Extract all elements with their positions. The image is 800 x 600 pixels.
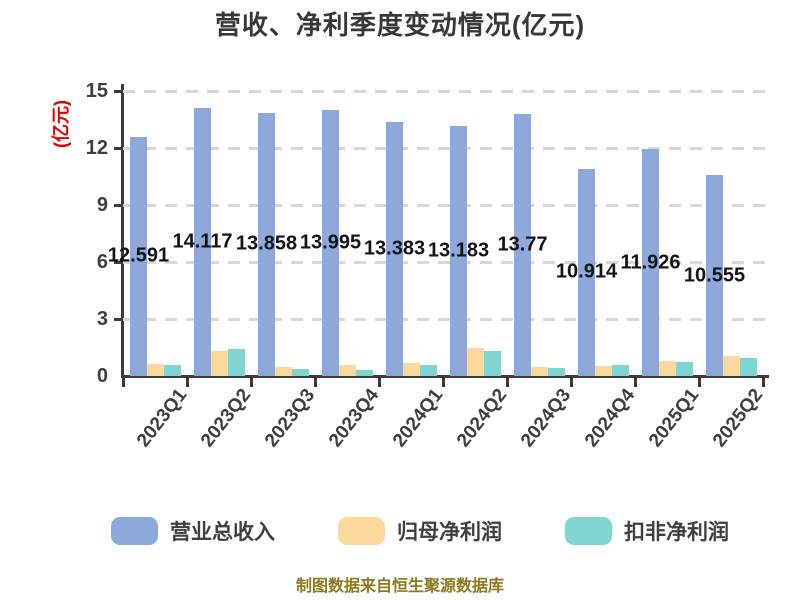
revenue-bar-2024Q4 xyxy=(578,168,595,376)
deducted-net-profit-bar-2025Q2 xyxy=(740,357,757,376)
data-source-note: 制图数据来自恒生聚源数据库 xyxy=(295,578,504,595)
x-axis-tick-mark xyxy=(378,377,381,387)
legend-label-revenue: 营业总收入 xyxy=(170,521,275,544)
gridline xyxy=(123,203,771,207)
y-axis-tick-mark xyxy=(114,317,123,321)
y-axis-tick-mark xyxy=(114,260,123,264)
x-axis-tick-mark xyxy=(314,377,317,387)
revenue-bar-2025Q2 xyxy=(706,175,723,376)
x-axis-tick-mark xyxy=(442,377,445,387)
x-axis-label: 2023Q2 xyxy=(197,385,256,452)
y-axis-tick-label: 9 xyxy=(96,194,108,216)
x-axis-label: 2024Q2 xyxy=(453,385,512,452)
bar-value-label: 13.77 xyxy=(497,233,548,256)
y-axis-tick-mark xyxy=(114,203,123,207)
revenue-bar-2024Q1 xyxy=(386,121,403,376)
x-axis-label: 2024Q1 xyxy=(389,385,448,452)
y-axis-tick-mark xyxy=(114,146,123,150)
x-axis-label: 2025Q1 xyxy=(645,385,704,452)
deducted-net-profit-bar-2024Q1 xyxy=(420,364,437,376)
gridline xyxy=(123,89,771,93)
net-profit-bar-2024Q3 xyxy=(531,366,548,376)
deducted-net-profit-bar-2024Q3 xyxy=(548,368,565,376)
deducted-net-profit-bar-2024Q4 xyxy=(612,364,629,376)
bar-value-label: 14.117 xyxy=(172,230,233,253)
legend-item-revenue: 营业总收入 xyxy=(111,516,275,546)
x-axis-label: 2023Q1 xyxy=(133,385,192,452)
x-axis-tick-mark xyxy=(762,377,765,387)
bar-value-label: 13.183 xyxy=(427,239,490,262)
deducted-net-profit-bar-2023Q2 xyxy=(228,349,245,376)
deducted-net-profit-bar-2023Q1 xyxy=(164,364,181,376)
y-axis-tick-label: 15 xyxy=(85,80,108,102)
x-axis-label: 2024Q3 xyxy=(517,385,576,452)
x-axis-label: 2025Q2 xyxy=(709,385,768,452)
legend-label-deducted-net-profit: 扣非净利润 xyxy=(624,521,729,544)
y-axis-line xyxy=(121,84,124,378)
bar-value-label: 10.914 xyxy=(555,260,618,283)
revenue-swatch-icon xyxy=(111,517,158,545)
deducted-net-profit-swatch-icon xyxy=(565,517,612,545)
legend-label-net-profit: 归母净利润 xyxy=(397,521,502,544)
deducted-net-profit-bar-2025Q1 xyxy=(676,361,693,376)
y-axis-tick-label: 0 xyxy=(96,365,108,387)
bar-value-label: 10.555 xyxy=(683,264,746,287)
x-axis-line xyxy=(121,375,769,378)
x-axis-tick-mark xyxy=(250,377,253,387)
y-axis-tick-label: 12 xyxy=(85,137,108,159)
revenue-bar-2024Q2 xyxy=(450,125,467,376)
net-profit-bar-2024Q2 xyxy=(467,347,484,376)
x-axis-label: 2023Q3 xyxy=(261,385,320,452)
chart-title: 营收、净利季度变动情况(亿元) xyxy=(214,10,586,40)
revenue-bar-2025Q1 xyxy=(642,149,659,376)
net-profit-bar-2023Q3 xyxy=(275,367,292,376)
gridline xyxy=(123,317,771,321)
revenue-bar-2024Q3 xyxy=(514,114,531,376)
net-profit-bar-2024Q1 xyxy=(403,363,420,376)
revenue-bar-2023Q1 xyxy=(130,136,147,376)
legend-item-deducted-net-profit: 扣非净利润 xyxy=(565,516,729,546)
legend-item-net-profit: 归母净利润 xyxy=(338,516,502,546)
bar-value-label: 11.926 xyxy=(620,251,681,274)
x-axis-tick-mark xyxy=(570,377,573,387)
net-profit-bar-2023Q2 xyxy=(211,350,228,376)
revenue-bar-2023Q4 xyxy=(322,110,339,376)
x-axis-tick-mark xyxy=(122,377,125,387)
x-axis-label: 2024Q4 xyxy=(581,385,640,452)
x-axis-tick-mark xyxy=(698,377,701,387)
bar-value-label: 13.383 xyxy=(363,237,426,260)
y-axis-tick-label: 3 xyxy=(96,308,108,330)
y-axis-tick-label: 6 xyxy=(96,251,108,273)
bar-value-label: 12.591 xyxy=(107,244,170,267)
net-profit-bar-2025Q1 xyxy=(659,360,676,376)
x-axis-tick-mark xyxy=(634,377,637,387)
bar-value-label: 13.858 xyxy=(235,232,298,255)
x-axis-label: 2023Q4 xyxy=(325,385,384,452)
revenue-bar-2023Q3 xyxy=(258,112,275,376)
net-profit-bar-2024Q4 xyxy=(595,365,612,376)
net-profit-bar-2023Q1 xyxy=(147,363,164,376)
revenue-bar-2023Q2 xyxy=(194,107,211,376)
x-axis-tick-mark xyxy=(506,377,509,387)
deducted-net-profit-bar-2024Q2 xyxy=(484,351,501,376)
legend: 营业总收入 归母净利润 扣非净利润 xyxy=(0,516,800,546)
deducted-net-profit-bar-2023Q3 xyxy=(292,369,309,376)
net-profit-bar-2025Q2 xyxy=(723,356,740,376)
gridline xyxy=(123,260,771,264)
bar-value-label: 13.995 xyxy=(299,231,362,254)
y-axis-tick-mark xyxy=(114,89,123,93)
deducted-net-profit-bar-2023Q4 xyxy=(356,370,373,376)
net-profit-bar-2023Q4 xyxy=(339,364,356,376)
x-axis-tick-mark xyxy=(186,377,189,387)
net-profit-swatch-icon xyxy=(338,517,385,545)
gridline xyxy=(123,146,771,150)
